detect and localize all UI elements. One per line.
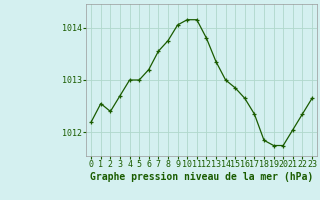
X-axis label: Graphe pression niveau de la mer (hPa): Graphe pression niveau de la mer (hPa)	[90, 172, 313, 182]
